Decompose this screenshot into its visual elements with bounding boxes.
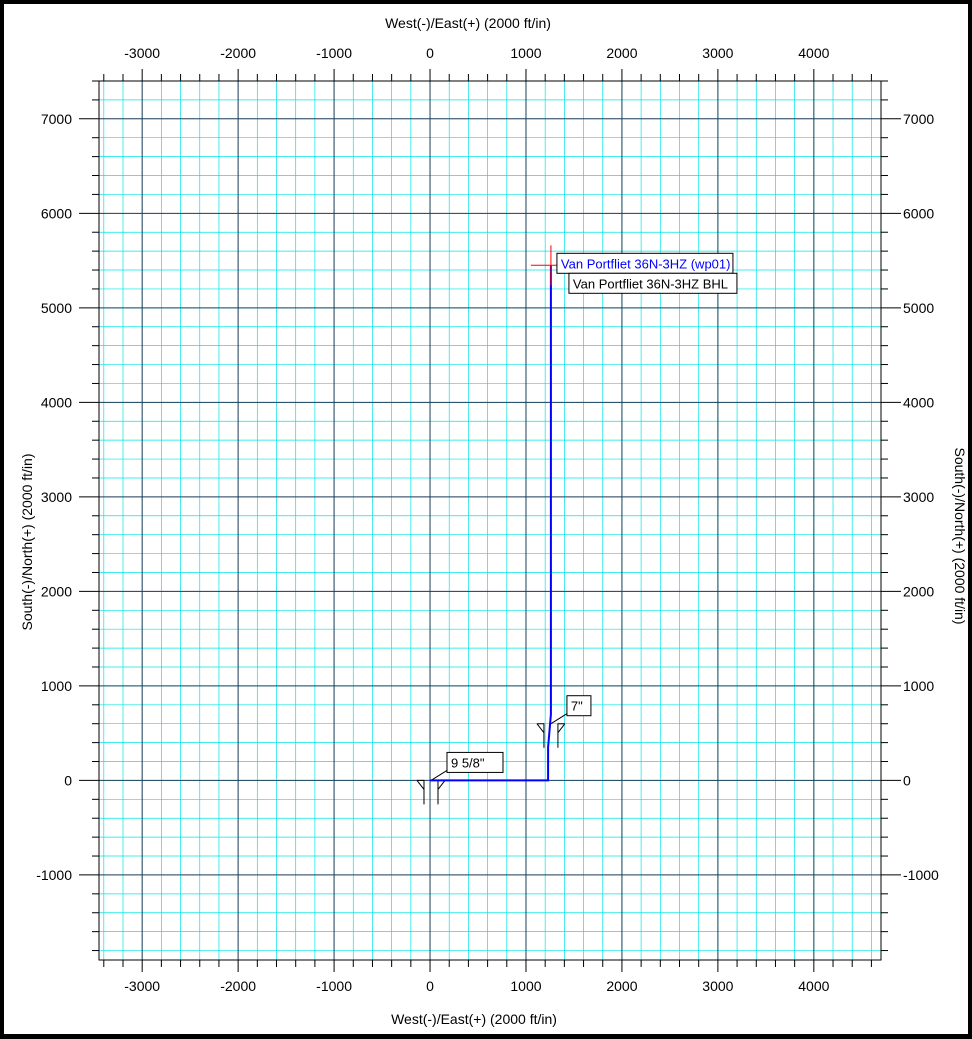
y-axis-title-right: South(-)/North(+) (2000 ft/in) — [952, 447, 968, 624]
x-tick-label-bottom: -2000 — [220, 978, 256, 994]
bhl-label-box — [568, 272, 738, 294]
x-tick-label-top: 2000 — [606, 45, 637, 61]
y-tick-label-right: 3000 — [903, 489, 934, 505]
well-path-series — [430, 265, 552, 782]
y-tick-label-right: 1000 — [903, 678, 934, 694]
plot-background — [99, 81, 881, 960]
casing-marker: 7" — [536, 695, 592, 748]
casing-leader — [430, 769, 448, 781]
casing-right-diag — [557, 723, 566, 734]
x-tick-label-bottom: 2000 — [606, 978, 637, 994]
x-tick-label-top: 0 — [426, 45, 434, 61]
x-tick-label-bottom: -3000 — [124, 978, 160, 994]
x-tick-label-bottom: 4000 — [798, 978, 829, 994]
minor-grid — [99, 80, 881, 960]
casing-right-diag — [437, 780, 446, 790]
y-tick-label-left: 4000 — [41, 394, 72, 410]
casing-marker: 9 5/8" — [416, 751, 504, 805]
axis-ticks — [79, 69, 901, 972]
y-tick-label-right: 7000 — [903, 111, 934, 127]
casing-left-symbol — [416, 779, 425, 805]
casing-left-diag — [416, 780, 425, 790]
plan-view-chart: -3000 -3000 -2000 -2000 -1000 -1000 0 0 1000 1000… — [19, 15, 968, 1027]
y-tick-label-right: 2000 — [903, 583, 934, 599]
casing-markers: 9 5/8" 7" — [416, 695, 592, 805]
y-tick-label-right: 4000 — [903, 394, 934, 410]
casing-label-box — [446, 751, 504, 773]
plot-frame: -3000 -3000 -2000 -2000 -1000 -1000 0 0 1000 1000… — [4, 4, 968, 1034]
annotations: Van Portfliet 36N-3HZ (wp01) Van Portflie… — [530, 245, 738, 294]
y-axis-title-left: South(-)/North(+) (2000 ft/in) — [19, 453, 35, 630]
x-axis-title-top: West(-)/East(+) (2000 ft/in) — [385, 15, 551, 31]
x-tick-label-top: 3000 — [702, 45, 733, 61]
casing-left-symbol — [536, 723, 545, 748]
casing-leader — [550, 713, 568, 725]
y-tick-label-right: 6000 — [903, 205, 934, 221]
x-tick-label-top: 1000 — [510, 45, 541, 61]
casing-label: 9 5/8" — [451, 755, 485, 770]
y-tick-label-left: 0 — [64, 772, 72, 788]
y-tick-label-left: 7000 — [41, 111, 72, 127]
y-tick-label-left: 5000 — [41, 300, 72, 316]
casing-label-box — [566, 695, 592, 717]
x-tick-label-bottom: -1000 — [316, 978, 352, 994]
y-tick-label-left: 3000 — [41, 489, 72, 505]
y-tick-label-left: -1000 — [36, 867, 72, 883]
y-tick-label-right: -1000 — [903, 867, 939, 883]
y-tick-label-left: 6000 — [41, 205, 72, 221]
y-tick-label-right: 0 — [903, 772, 911, 788]
y-tick-label-right: 5000 — [903, 300, 934, 316]
x-tick-label-bottom: 1000 — [510, 978, 541, 994]
x-tick-label-top: -1000 — [316, 45, 352, 61]
plot-border — [98, 80, 882, 961]
x-tick-label-top: -2000 — [220, 45, 256, 61]
axis-tick-labels: -3000 -3000 -2000 -2000 -1000 -1000 0 0 1000 1000… — [36, 45, 939, 994]
x-axis-title-bottom: West(-)/East(+) (2000 ft/in) — [391, 1011, 557, 1027]
well-path-line — [430, 265, 552, 782]
casing-label: 7" — [571, 699, 583, 714]
y-tick-label-left: 2000 — [41, 583, 72, 599]
bhl-label: Van Portfliet 36N-3HZ BHL — [573, 276, 728, 291]
y-tick-label-left: 1000 — [41, 678, 72, 694]
x-tick-label-top: -3000 — [124, 45, 160, 61]
x-tick-label-top: 4000 — [798, 45, 829, 61]
x-tick-label-bottom: 0 — [426, 978, 434, 994]
well-name-label: Van Portfliet 36N-3HZ (wp01) — [561, 256, 731, 271]
x-tick-label-bottom: 3000 — [702, 978, 733, 994]
casing-right-symbol — [557, 723, 565, 748]
casing-left-diag — [536, 723, 545, 734]
